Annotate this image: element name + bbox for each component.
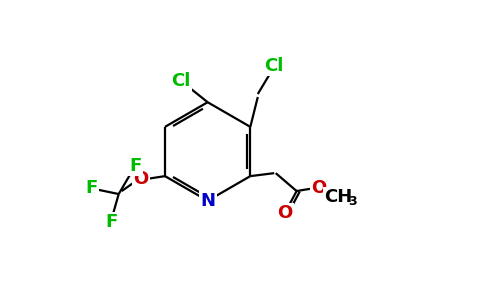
Text: O: O — [134, 170, 149, 188]
Text: Cl: Cl — [171, 72, 191, 90]
Text: F: F — [105, 213, 117, 231]
Text: O: O — [311, 179, 327, 197]
Text: F: F — [129, 157, 141, 175]
Text: O: O — [277, 205, 292, 223]
Text: Cl: Cl — [265, 57, 284, 75]
Text: 3: 3 — [348, 195, 357, 208]
Text: N: N — [200, 192, 215, 210]
Text: CH: CH — [324, 188, 352, 206]
Text: F: F — [86, 179, 98, 197]
